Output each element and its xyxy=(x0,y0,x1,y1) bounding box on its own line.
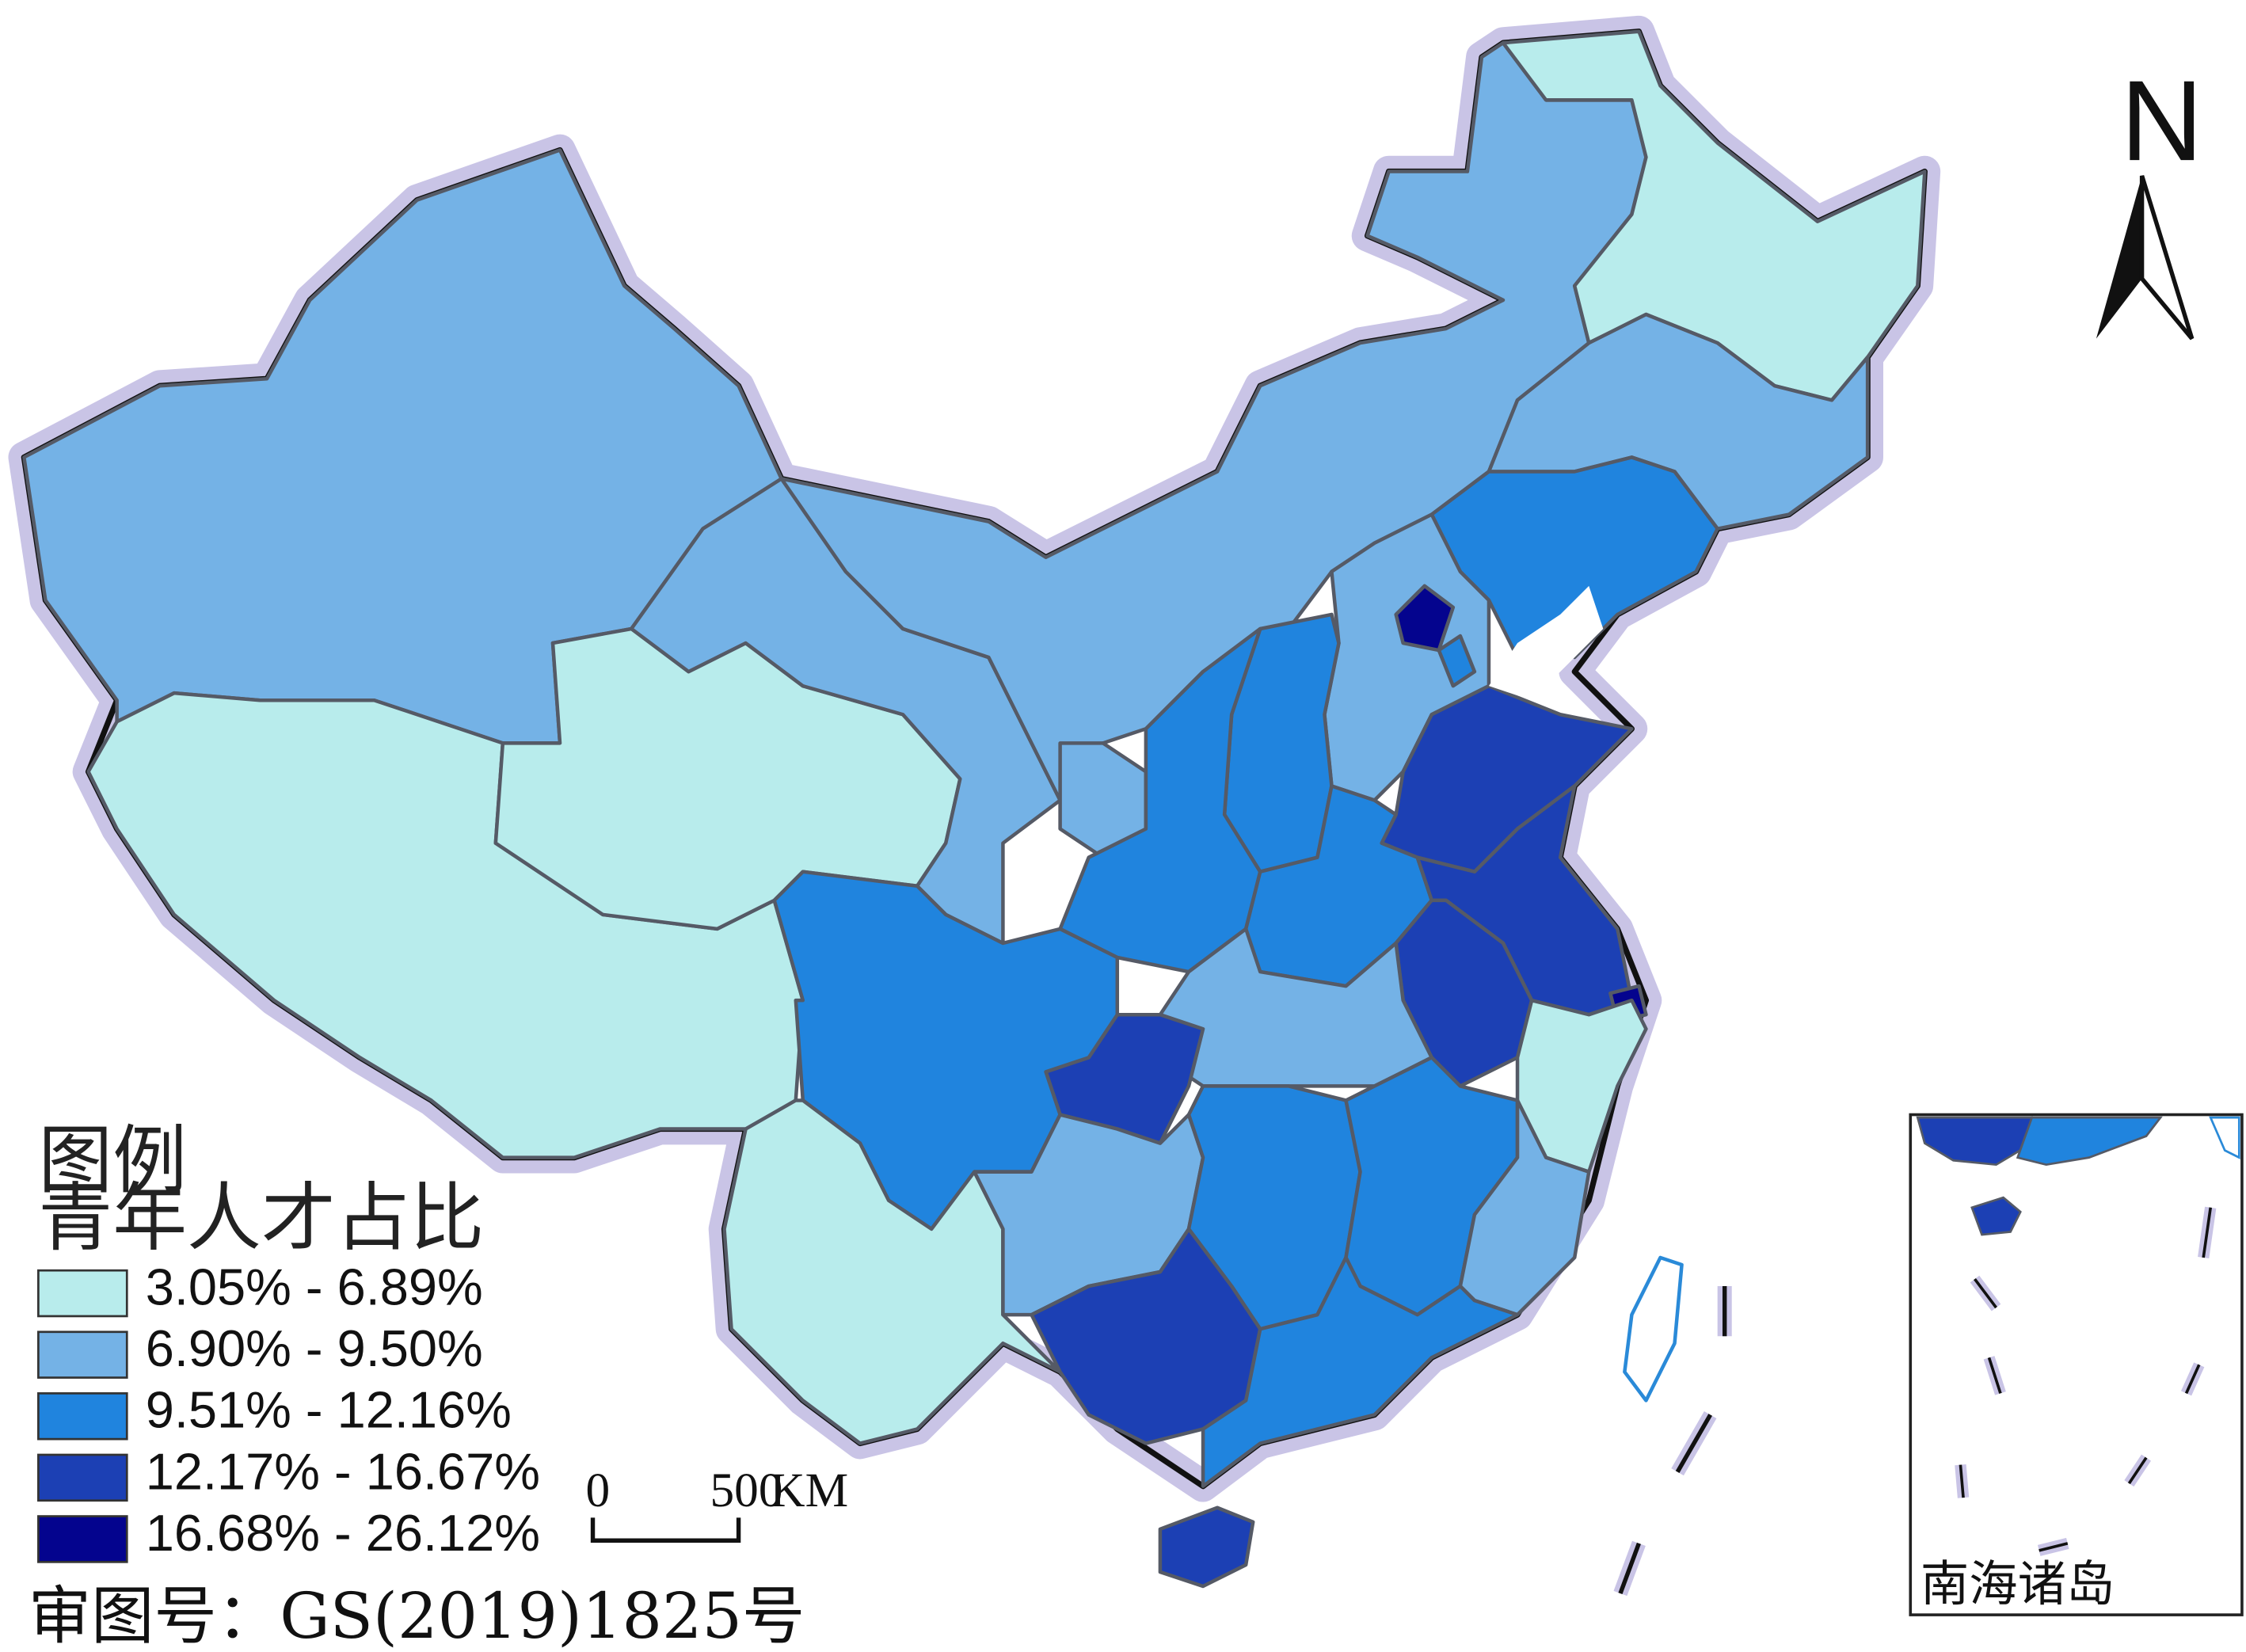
legend: 图例 青年人才占比 3.05% - 6.89%6.90% - 9.50%9.51… xyxy=(37,1118,540,1563)
approval-number: 审图号：GS(2019)1825号 xyxy=(29,1579,805,1652)
legend-swatch xyxy=(37,1392,128,1441)
scale-unit-label: KM xyxy=(770,1464,848,1517)
legend-swatch xyxy=(37,1515,128,1563)
region-hainan[interactable] xyxy=(1158,1505,1255,1589)
scale-end-label: 500 xyxy=(710,1464,783,1517)
region-guangdong[interactable] xyxy=(1201,1255,1520,1488)
region-beijing[interactable] xyxy=(1394,584,1456,653)
inset-title: 南海诸岛 xyxy=(1921,1556,2115,1612)
provinces xyxy=(22,29,1927,1589)
legend-subtitle: 青年人才占比 xyxy=(38,1175,484,1262)
nine-dash-line xyxy=(1613,1286,1732,1597)
region-yunnan[interactable] xyxy=(722,1098,1062,1445)
legend-swatch xyxy=(37,1330,128,1379)
legend-label: 6.90% - 9.50% xyxy=(146,1319,483,1377)
region-taiwan[interactable] xyxy=(1623,1255,1684,1403)
bohai-sea xyxy=(1488,585,1604,701)
scale-bar: 0 500 KM xyxy=(586,1464,848,1543)
legend-label: 12.17% - 16.67% xyxy=(146,1442,540,1500)
legend-swatch xyxy=(37,1269,128,1318)
south-china-sea-inset: 南海诸岛 xyxy=(1909,1113,2244,1616)
legend-label: 3.05% - 6.89% xyxy=(146,1258,483,1316)
legend-label: 9.51% - 12.16% xyxy=(146,1381,512,1439)
region-tianjin[interactable] xyxy=(1437,634,1477,688)
legend-title: 图例 xyxy=(38,1118,187,1205)
region-zhejiang[interactable] xyxy=(1515,998,1648,1174)
north-label: N xyxy=(2121,56,2203,185)
north-arrow: N xyxy=(2096,56,2203,341)
scale-start-label: 0 xyxy=(586,1464,611,1517)
legend-swatch xyxy=(37,1453,128,1502)
legend-label: 16.68% - 26.12% xyxy=(146,1504,540,1562)
